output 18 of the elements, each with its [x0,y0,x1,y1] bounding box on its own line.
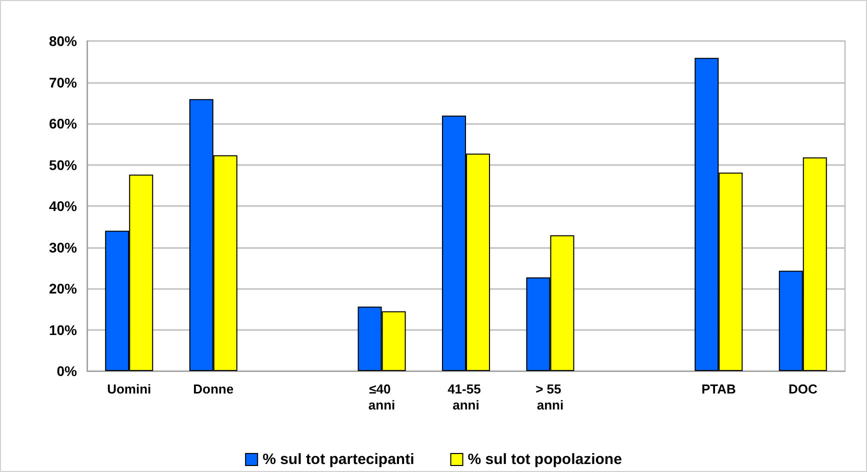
x-tick-label: Uomini [107,382,152,396]
y-tick-label: 10% [48,322,78,338]
y-tick-label: 60% [48,116,78,132]
x-tick-label: PTAB [701,382,736,396]
y-tick-label: 40% [48,198,78,214]
x-tick-label: > 55 anni [536,382,565,412]
y-tick-label: 0% [56,363,78,379]
legend-label: % sul tot popolazione [468,451,622,468]
y-tick-label: 50% [48,156,78,173]
x-tick-label: 41-55 anni [448,382,484,412]
y-tick-label: 20% [48,280,78,296]
y-tick-label: 30% [48,239,78,256]
x-tick-label: DOC [788,382,818,396]
y-tick-label: 80% [48,33,78,49]
x-tick-label: Donne [193,382,234,396]
legend-label: % sul tot partecipanti [262,451,414,468]
y-tick-label: 70% [48,74,78,90]
x-tick-label: ≤40 anni [368,382,396,412]
